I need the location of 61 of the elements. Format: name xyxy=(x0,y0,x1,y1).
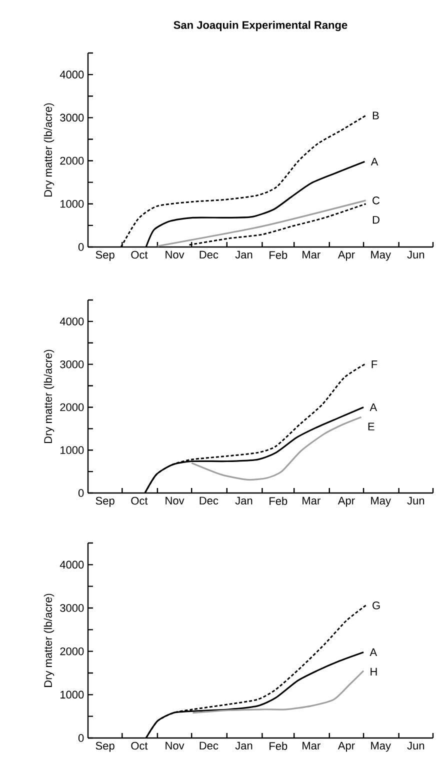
y-tick-label: 4000 xyxy=(60,560,84,569)
line-series xyxy=(190,416,362,481)
y-tick-label: 0 xyxy=(78,243,84,251)
x-tick-label: May xyxy=(371,742,391,752)
line-series xyxy=(192,670,364,714)
x-tick-label: Mar xyxy=(302,742,320,750)
x-tick-label: Jan xyxy=(235,250,252,259)
x-tick-label: Mar xyxy=(302,496,320,505)
series-label: C xyxy=(372,196,380,204)
y-tick-label: 0 xyxy=(78,734,84,742)
x-tick-label: Sep xyxy=(96,250,114,261)
series-label: E xyxy=(368,422,374,430)
y-tick-label: 1000 xyxy=(60,446,84,454)
y-tick-label: 4000 xyxy=(60,318,84,326)
series-label: G xyxy=(372,602,380,610)
chart-title: San Joaquin Experimental Range xyxy=(174,20,348,32)
y-tick-label: 2000 xyxy=(60,647,84,656)
x-tick-label: Sep xyxy=(96,742,114,752)
y-tick-label: 1000 xyxy=(60,200,84,208)
series-label: B xyxy=(372,112,379,120)
y-tick-label: 4000 xyxy=(60,70,84,78)
y-axis-title: Dry matter (lb/acre) xyxy=(44,350,54,443)
x-tick-label: Oct xyxy=(131,742,148,750)
x-tick-label: Jun xyxy=(407,742,424,750)
y-tick-label: 3000 xyxy=(60,604,84,612)
series-label: A xyxy=(370,403,378,412)
y-tick-label: 2000 xyxy=(60,156,84,165)
x-tick-label: May xyxy=(371,250,391,261)
series-label: D xyxy=(372,216,380,224)
x-tick-label: Feb xyxy=(270,496,288,505)
y-tick-label: 1000 xyxy=(60,690,84,699)
x-tick-label: Jun xyxy=(407,250,424,259)
series-label: F xyxy=(372,360,378,368)
series-label: A xyxy=(370,648,378,656)
x-tick-label: Apr xyxy=(338,742,355,752)
y-axis-title: Dry matter (lb/acre) xyxy=(44,103,54,196)
x-tick-label: Jan xyxy=(235,742,252,750)
x-tick-label: Jan xyxy=(235,496,252,505)
y-axis-title: Dry matter (lb/acre) xyxy=(44,594,54,687)
x-tick-label: Nov xyxy=(166,742,184,750)
y-tick-label: 3000 xyxy=(60,360,84,368)
x-tick-label: Dec xyxy=(200,742,218,750)
x-tick-label: Oct xyxy=(131,496,148,505)
series-label: A xyxy=(370,158,378,166)
x-tick-label: Mar xyxy=(302,250,320,259)
x-tick-label: May xyxy=(371,496,391,507)
x-tick-label: Nov xyxy=(166,496,184,505)
y-tick-label: 3000 xyxy=(60,114,84,122)
x-tick-label: Nov xyxy=(166,250,184,259)
x-tick-label: Apr xyxy=(338,496,355,507)
y-tick-label: 2000 xyxy=(60,403,84,412)
x-tick-label: Feb xyxy=(270,250,288,259)
x-tick-label: Dec xyxy=(200,496,218,505)
x-tick-label: Apr xyxy=(338,250,355,261)
x-tick-label: Oct xyxy=(131,250,148,259)
x-tick-label: Feb xyxy=(270,742,288,750)
x-tick-label: Jun xyxy=(407,496,424,505)
series-label: H xyxy=(370,668,377,676)
x-tick-label: Dec xyxy=(200,250,218,259)
x-tick-label: Sep xyxy=(96,496,114,507)
y-tick-label: 0 xyxy=(78,489,84,497)
